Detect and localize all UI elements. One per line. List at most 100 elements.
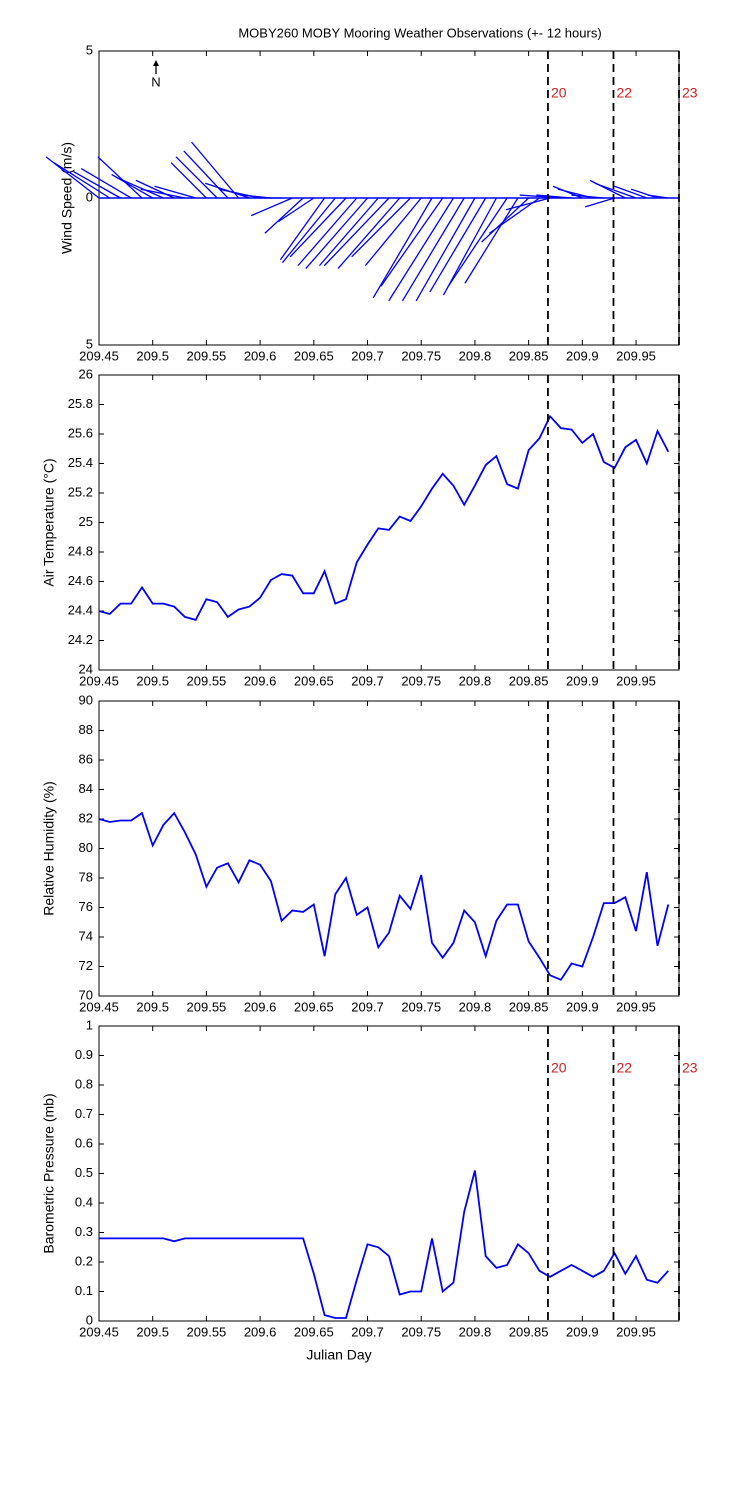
y-tick-label: 72 — [79, 958, 93, 973]
x-tick-label: 209.6 — [244, 1324, 277, 1339]
y-tick-label: 5 — [86, 336, 93, 351]
y-tick-label: 76 — [79, 899, 93, 914]
wind-stick — [647, 194, 669, 199]
x-tick-label: 209.55 — [187, 1324, 227, 1339]
y-axis-label: Relative Humidity (%) — [41, 781, 57, 916]
event-label: 22 — [616, 1060, 632, 1076]
x-tick-label: 209.45 — [79, 348, 119, 363]
x-tick-label: 209.75 — [401, 999, 441, 1014]
y-tick-label: 0.1 — [75, 1283, 93, 1298]
wind-stick — [594, 182, 637, 199]
wind-stick — [447, 197, 508, 287]
x-tick-label: 209.8 — [459, 673, 492, 688]
x-tick-label: 209.6 — [244, 348, 277, 363]
plot-area — [98, 700, 680, 997]
x-tick-label: 209.75 — [401, 673, 441, 688]
wind-stick — [289, 197, 347, 258]
wind-stick — [323, 197, 390, 267]
wind-stick — [297, 197, 358, 267]
wind-stick — [380, 197, 444, 287]
x-tick-label: 209.6 — [244, 999, 277, 1014]
wind-stick — [250, 197, 293, 217]
x-tick-label: 209.55 — [187, 999, 227, 1014]
x-tick-label: 209.65 — [294, 348, 334, 363]
y-tick-label: 24.6 — [68, 573, 93, 588]
y-tick-label: 24.2 — [68, 632, 93, 647]
x-tick-label: 209.8 — [459, 1324, 492, 1339]
wind-stick — [305, 197, 369, 269]
y-tick-label: 70 — [79, 987, 93, 1002]
wind-stick — [80, 168, 132, 199]
x-tick-label: 209.8 — [459, 348, 492, 363]
x-tick-label: 209.75 — [401, 1324, 441, 1339]
event-label: 20 — [551, 1060, 567, 1076]
y-tick-label: 0.3 — [75, 1224, 93, 1239]
chart-title: MOBY260 MOBY Mooring Weather Observation… — [238, 25, 601, 40]
y-tick-label: 25 — [79, 514, 93, 529]
x-tick-label: 209.5 — [136, 673, 169, 688]
wind-stick — [372, 197, 433, 299]
x-tick-label: 209.8 — [459, 999, 492, 1014]
x-axis-label: Julian Day — [306, 1347, 371, 1363]
wind-stick — [464, 197, 519, 284]
y-tick-label: 25.6 — [68, 425, 93, 440]
wind-stick — [489, 197, 540, 234]
y-tick-label: 0.6 — [75, 1135, 93, 1150]
wind-stick — [584, 197, 615, 208]
y-tick-label: 25.8 — [68, 396, 93, 411]
wind-stick — [140, 188, 186, 199]
data-line — [98, 414, 670, 621]
y-tick-label: 88 — [79, 722, 93, 737]
wind-stick — [536, 194, 572, 199]
panel: MOBY260 MOBY Mooring Weather Observation… — [45, 25, 698, 363]
wind-stick — [351, 197, 411, 258]
wind-stick — [442, 197, 497, 296]
wind-stick — [630, 188, 658, 199]
x-tick-label: 209.5 — [136, 999, 169, 1014]
x-tick-label: 209.55 — [187, 673, 227, 688]
wind-stick — [401, 197, 465, 302]
wind-stick — [415, 197, 476, 302]
x-tick-label: 209.75 — [401, 348, 441, 363]
wind-stick — [175, 156, 218, 199]
event-label: 23 — [682, 85, 698, 101]
x-tick-label: 209.65 — [294, 673, 334, 688]
wind-stick — [388, 197, 454, 302]
y-axis-label: Barometric Pressure (mb) — [41, 1093, 57, 1253]
y-axis-label: Wind Speed (m/s) — [59, 142, 75, 254]
data-line — [99, 1170, 669, 1319]
wind-stick — [97, 156, 143, 199]
wind-stick — [429, 197, 487, 293]
panel: Air Temperature (°C) 209.45 209.5 209.55 209… — [41, 366, 680, 688]
x-tick-label: 209.9 — [566, 673, 599, 688]
x-tick-label: 209.7 — [351, 999, 384, 1014]
north-arrow-head — [153, 60, 159, 66]
y-tick-label: 86 — [79, 751, 93, 766]
y-tick-label: 0 — [86, 1312, 93, 1327]
x-tick-label: 209.85 — [509, 348, 549, 363]
y-tick-label: 0.2 — [75, 1253, 93, 1268]
x-tick-label: 209.45 — [79, 999, 119, 1014]
panel: Barometric Pressure (mb) Julian Day 209.45… — [41, 1017, 698, 1362]
y-tick-label: 84 — [79, 781, 93, 796]
north-label: N — [151, 74, 160, 89]
y-tick-label: 0.5 — [75, 1165, 93, 1180]
x-tick-label: 209.7 — [351, 348, 384, 363]
wind-stick — [318, 197, 379, 267]
y-tick-label: 0.9 — [75, 1047, 93, 1062]
y-tick-label: 90 — [79, 692, 93, 707]
y-tick-label: 1 — [86, 1017, 93, 1032]
wind-stick — [264, 197, 304, 234]
wind-stick — [278, 197, 315, 223]
wind-stick — [337, 197, 401, 269]
y-tick-label: 78 — [79, 869, 93, 884]
y-tick-label: 0.7 — [75, 1106, 93, 1121]
x-tick-label: 209.65 — [294, 1324, 334, 1339]
x-tick-label: 209.9 — [566, 348, 599, 363]
y-tick-label: 0 — [86, 189, 93, 204]
y-tick-label: 80 — [79, 840, 93, 855]
y-tick-label: 0.8 — [75, 1076, 93, 1091]
event-label: 22 — [616, 85, 632, 101]
x-tick-label: 209.85 — [509, 999, 549, 1014]
